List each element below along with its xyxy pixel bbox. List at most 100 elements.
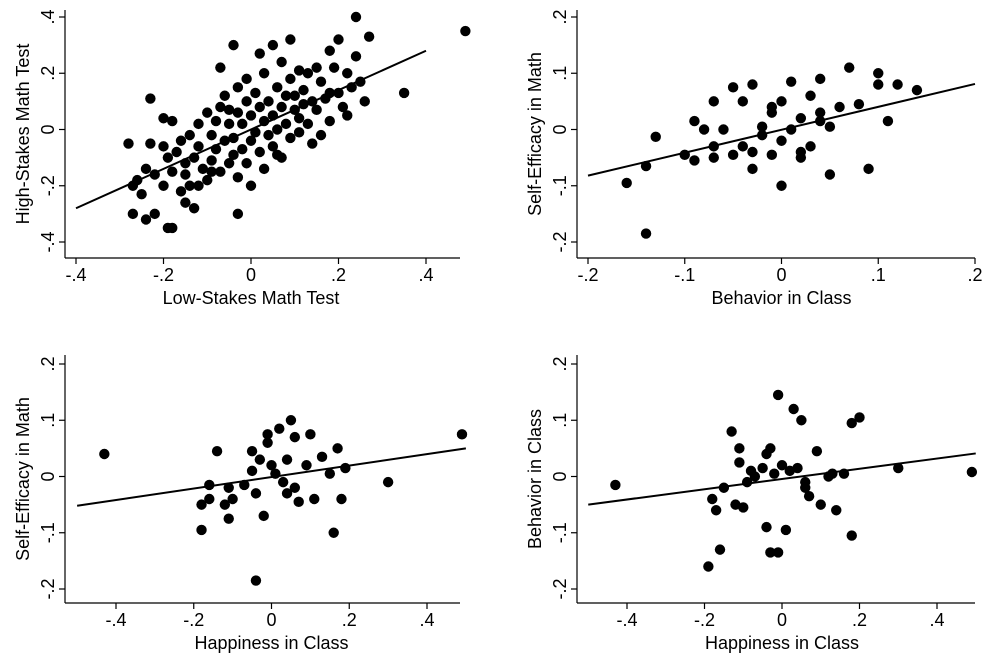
panel-1-point-37	[202, 107, 213, 118]
panel-4-point-33	[854, 412, 865, 423]
panel-1-point-17	[145, 138, 156, 149]
panel-2-point-14	[737, 96, 748, 107]
panel-3-y-tick-label-0: -.2	[38, 578, 58, 599]
panel-1-point-52	[245, 135, 257, 146]
panel-3-point-14	[254, 454, 266, 465]
panel-1-point-114	[272, 149, 283, 161]
panel-1-point-46	[232, 107, 244, 118]
panel-2-point-44	[708, 96, 719, 107]
panel-2-point-36	[853, 98, 865, 110]
panel-1-y-axis-label: High-Stakes Math Test	[13, 44, 33, 225]
panel-1-point-116	[193, 180, 204, 191]
panel-1-point-32	[123, 138, 134, 149]
panel-1-point-58	[258, 68, 270, 79]
panel-3-y-axis-label: Self-Efficacy in Math	[13, 397, 33, 561]
panel-2-x-tick-label-0: -.2	[577, 265, 598, 285]
panel-1-point-56	[254, 146, 265, 158]
panel-1-point-62	[267, 141, 279, 152]
panel-1-point-104	[232, 208, 244, 220]
panel-3-point-0	[99, 448, 110, 460]
panel-2-point-37	[863, 163, 874, 175]
panel-4-point-27	[815, 499, 826, 510]
panel-1-point-27	[215, 166, 226, 177]
panel-1-point-68	[280, 118, 292, 130]
panel-1-point-40	[215, 101, 226, 113]
panel-3-point-37	[281, 488, 293, 499]
panel-4-y-axis-label: Behavior in Class	[525, 409, 545, 549]
panel-3-point-19	[274, 423, 285, 434]
panel-1-point-48	[237, 143, 248, 155]
panel-3-point-10	[246, 445, 258, 457]
panel-3-x-tick-label-0: -.4	[105, 610, 126, 630]
panel-1-y-tick-label-2: 0	[38, 124, 58, 134]
panel-4-point-37	[761, 448, 772, 460]
panel-3-point-1	[196, 524, 207, 536]
panel-4-x-tick-label-2: 0	[777, 610, 787, 630]
panel-3-point-23	[289, 431, 301, 443]
panel-2-point-26	[795, 113, 807, 124]
panel-1-point-96	[333, 34, 344, 45]
panel-3-x-tick-label-2: 0	[266, 610, 276, 630]
panel-3-point-12	[250, 575, 262, 586]
panel-3-point-24	[293, 496, 304, 508]
panel-1-point-10	[158, 180, 169, 191]
panel-1-point-43	[223, 104, 235, 116]
panel-1-x-tick-label-2: 0	[246, 265, 256, 285]
panel-1-point-51	[245, 110, 257, 121]
panel-1-point-81	[311, 104, 322, 116]
panel-2-y-axis-label: Self-Efficacy in Math	[525, 52, 545, 216]
panel-2-point-12	[727, 149, 739, 161]
panel-1-point-49	[241, 96, 252, 107]
panel-1-point-33	[145, 93, 156, 104]
panel-4-x-tick-label-0: -.4	[616, 610, 637, 630]
panel-1-point-12	[167, 166, 178, 177]
panel-4-point-35	[966, 466, 978, 478]
panel-3-x-tick-label-4: .4	[419, 610, 434, 630]
panel-1-point-29	[223, 158, 235, 169]
panel-1-point-74	[293, 127, 305, 138]
panel-4-point-17	[772, 389, 784, 401]
panel-2-point-29	[805, 141, 816, 152]
panel-3-point-17	[262, 437, 273, 448]
panel-1-point-14	[180, 197, 191, 208]
panel-1-point-2	[149, 208, 160, 220]
panel-1-point-53	[250, 87, 261, 99]
panel-2-point-32	[824, 121, 836, 132]
panel-1-point-38	[206, 129, 217, 141]
panel-4-point-3	[710, 505, 722, 516]
panel-1-point-67	[280, 90, 292, 101]
panel-2-y-tick-label-4: .2	[550, 9, 570, 24]
panel-1-point-103	[215, 62, 226, 73]
panel-4-point-20	[780, 524, 792, 536]
panel-2-point-35	[844, 62, 855, 73]
panel-1-point-0	[127, 208, 139, 220]
panel-1-point-5	[136, 188, 147, 200]
panel-1-point-77	[302, 68, 314, 79]
panel-1-point-8	[140, 163, 152, 175]
panel-1-point-106	[460, 25, 471, 37]
panel-3-point-26	[305, 429, 316, 440]
panel-1-point-19	[171, 146, 182, 158]
panel-1-point-98	[311, 62, 322, 73]
panel-4-y-tick-label-3: .1	[550, 413, 570, 428]
panel-1-point-87	[337, 101, 349, 113]
panel-2-y-tick-label-2: 0	[550, 124, 570, 134]
panel-4-x-tick-label-4: .4	[929, 610, 944, 630]
panel-1-point-25	[206, 155, 217, 166]
panel-4-point-4	[714, 544, 726, 555]
panel-3-x-tick-label-3: .2	[342, 610, 357, 630]
panel-2-point-21	[776, 180, 787, 191]
panel-1-point-78	[302, 118, 314, 130]
panel-3-point-32	[336, 493, 347, 505]
panel-3-point-21	[281, 454, 293, 465]
panel-1-point-91	[350, 51, 362, 62]
panel-3-point-35	[456, 429, 468, 440]
panel-1-point-101	[267, 39, 279, 51]
panel-1-fit-line	[75, 49, 427, 210]
panel-1-point-23	[197, 163, 209, 175]
panel-1-point-60	[263, 96, 274, 107]
panel-3-point-3	[204, 493, 215, 505]
panel-2-point-18	[756, 121, 768, 132]
panel-2-point-0	[621, 177, 632, 189]
panel-1-point-39	[210, 115, 222, 127]
